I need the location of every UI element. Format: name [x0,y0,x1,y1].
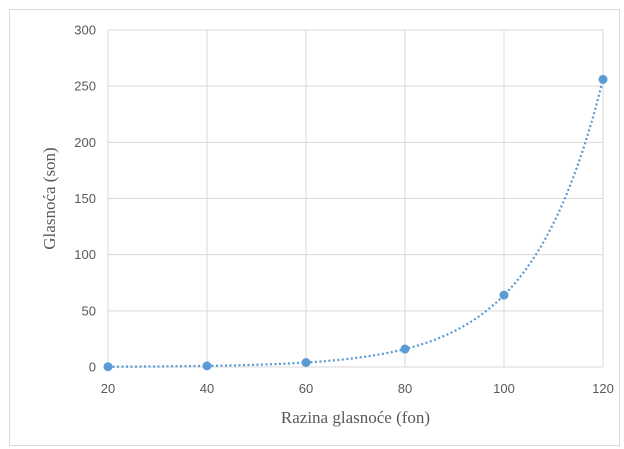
data-point [202,361,212,371]
data-point [499,290,509,300]
chart-frame [9,9,620,446]
y-tick-label: 50 [82,303,96,318]
gridlines [107,29,604,368]
y-tick-label: 200 [74,135,96,150]
y-tick-label: 100 [74,247,96,262]
data-point [301,358,311,368]
x-tick-label: 100 [493,381,515,396]
x-tick-label: 60 [299,381,313,396]
x-tick-label: 80 [398,381,412,396]
y-tick-label: 250 [74,79,96,94]
y-tick-label: 0 [89,360,96,375]
x-tick-label: 40 [200,381,214,396]
y-tick-label: 300 [74,23,96,38]
x-axis-title: Razina glasnoće (fon) [281,408,430,427]
y-axis-ticks: 0 50 100 150 200 250 300 [74,23,96,375]
x-axis-ticks: 20 40 60 80 100 120 [101,381,614,396]
data-point [103,362,113,372]
data-point [400,344,410,354]
data-points [103,74,608,372]
y-axis-title: Glasnoća (son) [40,147,59,249]
x-tick-label: 120 [592,381,614,396]
x-tick-label: 20 [101,381,115,396]
trend-curve [107,79,605,368]
data-point [598,74,608,84]
y-tick-label: 150 [74,191,96,206]
